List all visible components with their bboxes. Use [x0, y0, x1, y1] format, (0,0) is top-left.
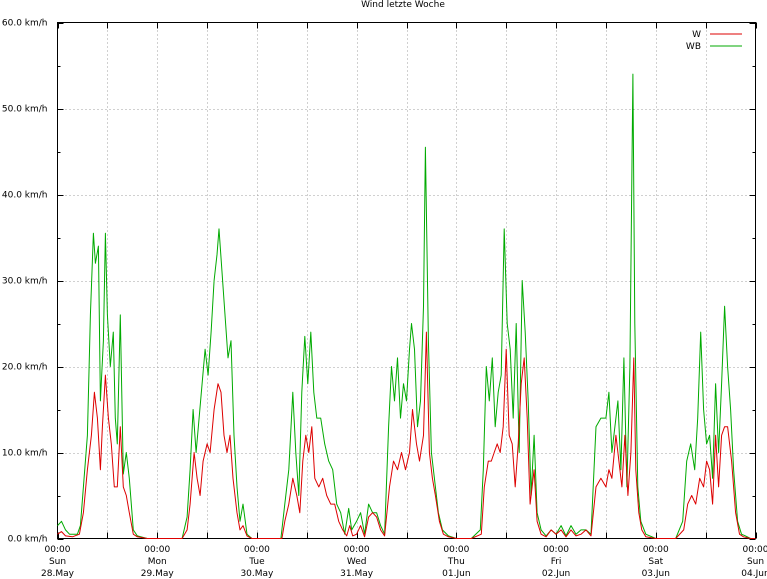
- chart-legend: W WB: [686, 30, 742, 52]
- series-line-w: [57, 331, 756, 539]
- x-tick-time-label: 00:00: [543, 545, 569, 555]
- y-tick-label: 30.0 km/h: [2, 277, 48, 287]
- y-axis-labels: 0.0 km/h 10.0 km/h 20.0 km/h 30.0 km/h 40.0 …: [2, 19, 48, 545]
- legend-label-wb: WB: [686, 42, 701, 52]
- chart-title: Wind letzte Woche: [361, 0, 445, 10]
- x-tick-time-label: 00:00: [244, 545, 270, 555]
- x-tick-date-label: 02.Jun: [542, 569, 570, 579]
- x-tick-day-label: Sun: [747, 557, 764, 567]
- y-tick-label: 10.0 km/h: [2, 449, 48, 459]
- x-tick-day-label: Sun: [49, 557, 66, 567]
- y-tick-label: 50.0 km/h: [2, 105, 48, 115]
- axis-ticks: [57, 22, 757, 540]
- x-tick-time-label: 00:00: [144, 545, 170, 555]
- x-tick-time-label: 00:00: [643, 545, 669, 555]
- x-tick-day-label: Sat: [648, 557, 663, 567]
- x-tick-date-label: 29.May: [141, 569, 175, 579]
- x-tick-date-label: 01.Jun: [442, 569, 470, 579]
- x-tick-date-label: 30.May: [240, 569, 274, 579]
- x-tick-date-label: 28.May: [41, 569, 75, 579]
- plot-frame: [57, 22, 756, 539]
- x-tick-date-label: 03.Jun: [642, 569, 670, 579]
- series-line-wb: [57, 73, 756, 539]
- x-tick-day-label: Wed: [347, 557, 367, 567]
- x-tick-date-label: 31.May: [340, 569, 374, 579]
- legend-label-w: W: [692, 30, 701, 40]
- x-tick-day-label: Fri: [551, 557, 562, 567]
- x-tick-day-label: Thu: [447, 557, 465, 567]
- y-tick-label: 40.0 km/h: [2, 191, 48, 201]
- x-tick-time-label: 00:00: [743, 545, 767, 555]
- x-tick-day-label: Mon: [148, 557, 167, 567]
- x-tick-date-label: 04.Jun: [741, 569, 767, 579]
- y-tick-label: 0.0 km/h: [8, 535, 48, 545]
- x-tick-time-label: 00:00: [45, 545, 71, 555]
- x-tick-time-label: 00:00: [344, 545, 370, 555]
- x-axis-labels: 00:00 Sun 28.May 00:00 Mon 29.May 00:00 Tue 30.M…: [41, 545, 767, 579]
- y-tick-label: 60.0 km/h: [2, 19, 48, 29]
- x-tick-day-label: Tue: [248, 557, 265, 567]
- y-tick-label: 20.0 km/h: [2, 363, 48, 373]
- series-lines: [57, 73, 756, 539]
- x-tick-time-label: 00:00: [443, 545, 469, 555]
- grid-lines: [57, 22, 756, 539]
